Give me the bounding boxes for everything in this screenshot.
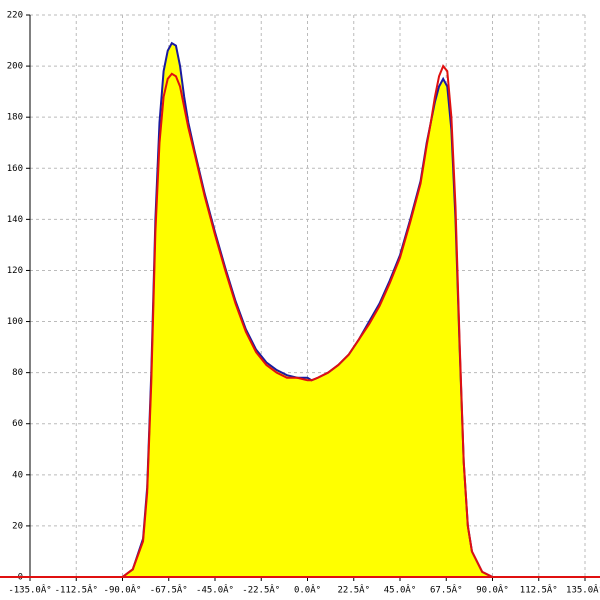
y-tick-label: 20 — [12, 521, 23, 531]
y-tick-label: 40 — [12, 470, 23, 480]
x-tick-label: 0.0Â° — [294, 584, 321, 596]
y-tick-label: 160 — [7, 164, 23, 174]
y-tick-label: 220 — [7, 11, 23, 21]
x-tick-label: 67.5Â° — [430, 584, 463, 596]
y-tick-label: 80 — [12, 368, 23, 378]
x-tick-label: 135.0Â° — [566, 584, 600, 596]
x-tick-label: -135.0Â° — [8, 584, 51, 596]
y-tick-label: 200 — [7, 62, 23, 72]
x-tick-label: 112.5Â° — [520, 584, 558, 596]
x-tick-label: 45.0Â° — [384, 584, 417, 596]
y-tick-label: 100 — [7, 317, 23, 327]
x-tick-label: 90.0Â° — [476, 584, 509, 596]
y-tick-label: 60 — [12, 419, 23, 429]
y-tick-label: 180 — [7, 113, 23, 123]
x-tick-label: -67.5Â° — [150, 584, 188, 596]
y-tick-label: 120 — [7, 266, 23, 276]
y-tick-label: 140 — [7, 215, 23, 225]
area-fill — [30, 43, 585, 578]
x-tick-label: -90.0Â° — [104, 584, 142, 596]
x-tick-label: -45.0Â° — [196, 584, 234, 596]
x-tick-label: 22.5Â° — [337, 584, 370, 596]
series-line — [30, 41, 585, 578]
x-tick-label: -112.5Â° — [55, 584, 98, 596]
series-line — [30, 64, 585, 578]
x-tick-label: -22.5Â° — [242, 584, 280, 596]
